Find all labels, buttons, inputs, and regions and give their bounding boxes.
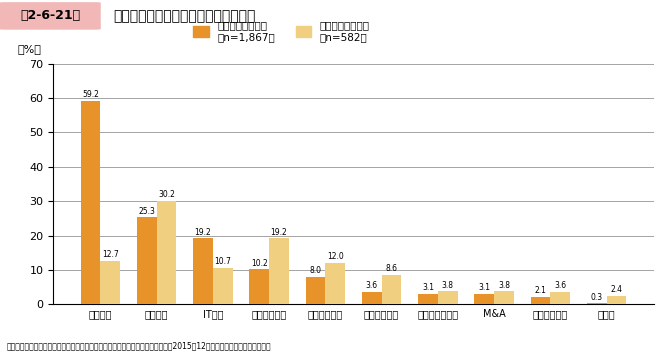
Bar xyxy=(587,303,607,304)
Bar xyxy=(550,292,570,304)
Text: 10.7: 10.7 xyxy=(214,257,231,266)
Text: 0.3: 0.3 xyxy=(591,293,603,302)
Bar xyxy=(100,261,120,304)
Text: 3.1: 3.1 xyxy=(478,283,490,292)
Text: 2.4: 2.4 xyxy=(610,285,622,295)
Bar xyxy=(607,296,626,304)
Bar xyxy=(382,275,402,304)
Bar xyxy=(362,292,382,304)
Bar xyxy=(193,238,213,304)
Bar xyxy=(325,263,345,304)
Bar xyxy=(249,269,269,304)
Bar xyxy=(305,277,325,304)
Legend: 最も成功した投資
（n=1,867）, 最も失敗した投資
（n=582）: 最も成功した投資 （n=1,867）, 最も失敗した投資 （n=582） xyxy=(189,16,374,46)
Text: 12.0: 12.0 xyxy=(327,252,344,262)
FancyBboxPatch shape xyxy=(0,3,100,29)
Text: 3.1: 3.1 xyxy=(422,283,434,292)
Text: 19.2: 19.2 xyxy=(271,228,287,237)
Bar xyxy=(418,294,438,304)
Bar xyxy=(494,291,514,304)
Text: 8.6: 8.6 xyxy=(386,264,398,273)
Text: 最も成功した投資と最も失敗した投資: 最も成功した投資と最も失敗した投資 xyxy=(113,9,255,23)
Bar xyxy=(81,101,100,304)
Text: 3.8: 3.8 xyxy=(442,281,454,290)
Text: 10.2: 10.2 xyxy=(251,259,267,268)
Text: 25.3: 25.3 xyxy=(138,207,155,216)
Text: 19.2: 19.2 xyxy=(195,228,211,237)
Text: 30.2: 30.2 xyxy=(158,190,175,199)
Text: 59.2: 59.2 xyxy=(82,90,99,99)
Text: 12.7: 12.7 xyxy=(102,250,119,259)
Bar xyxy=(137,217,157,304)
Text: 2.1: 2.1 xyxy=(535,286,546,296)
Text: 8.0: 8.0 xyxy=(309,266,321,275)
Bar xyxy=(474,294,494,304)
Text: 資料：中小企業庁委託「中小企業の成長と投資行動に関するアンケート調査」（2015年12月、（株）帝国データバンク）: 資料：中小企業庁委託「中小企業の成長と投資行動に関するアンケート調査」（2015… xyxy=(7,342,271,350)
Text: 3.6: 3.6 xyxy=(366,281,378,290)
Text: 3.8: 3.8 xyxy=(498,281,510,290)
Text: 3.6: 3.6 xyxy=(554,281,566,290)
Bar xyxy=(269,238,289,304)
Bar xyxy=(213,268,233,304)
Bar xyxy=(531,297,550,304)
Bar xyxy=(157,201,176,304)
Text: 第2-6-21図: 第2-6-21図 xyxy=(20,10,80,22)
Bar xyxy=(438,291,458,304)
Text: （%）: （%） xyxy=(17,44,41,54)
